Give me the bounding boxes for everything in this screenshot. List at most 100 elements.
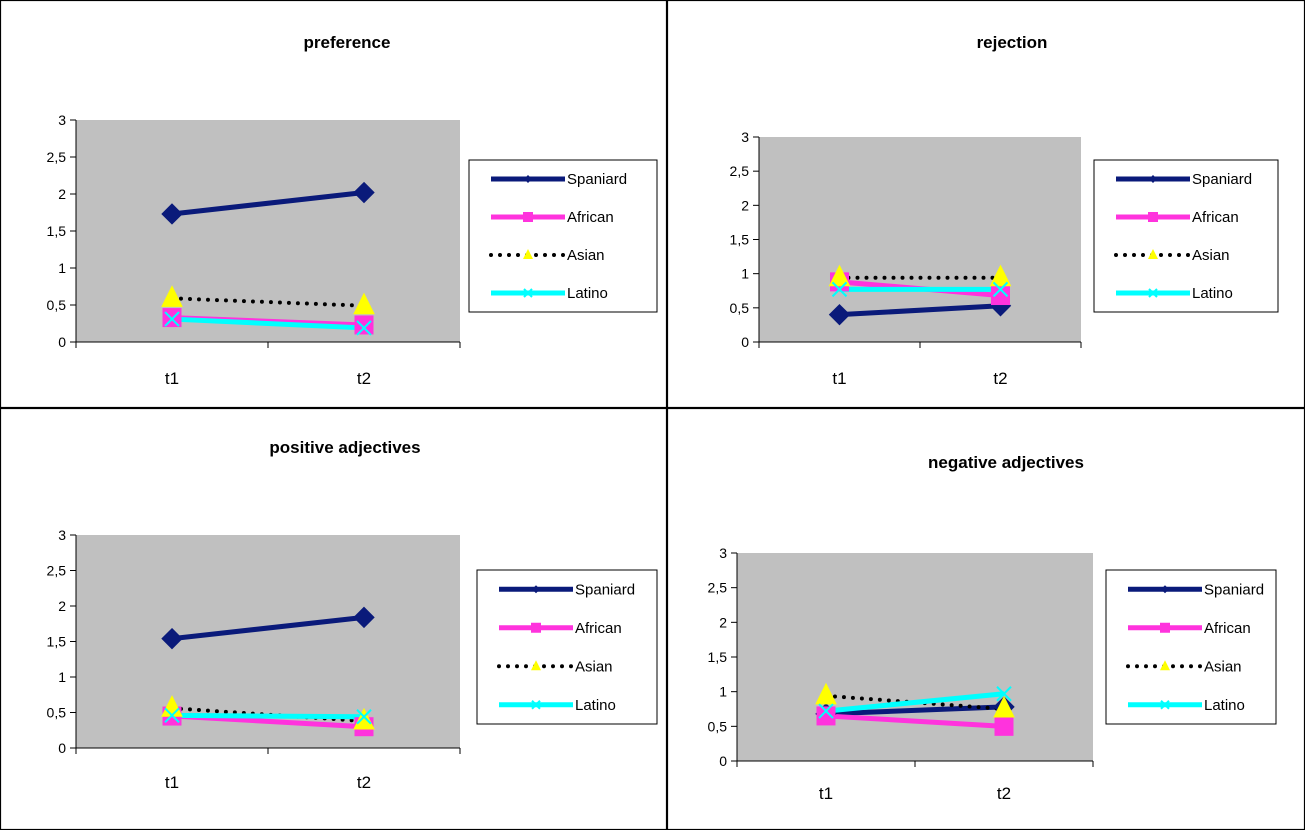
point-spaniard — [161, 627, 183, 650]
legend-label-african: African — [575, 620, 622, 637]
y-tick-label: 2,5 — [47, 563, 67, 579]
legend-label-asian: Asian — [1192, 247, 1230, 264]
y-tick-label: 2,5 — [47, 149, 67, 165]
series-line-spaniard — [171, 190, 365, 217]
point-latino — [992, 281, 1009, 298]
point-african — [994, 716, 1014, 736]
legend-marker — [531, 660, 541, 671]
point-spaniard — [161, 203, 183, 225]
series-latino — [171, 316, 365, 331]
legend: Spaniard African Asian Latino — [476, 569, 658, 725]
chart-title: negative adjectives — [928, 453, 1084, 472]
y-tick-label: 2 — [719, 614, 727, 630]
y-tick-label: 0,5 — [708, 718, 728, 734]
point-latino — [831, 281, 848, 298]
legend-marker — [524, 175, 532, 183]
series-line-spaniard — [839, 303, 1001, 318]
point-latino — [996, 686, 1012, 702]
legend-marker — [1161, 585, 1169, 594]
point-latino — [164, 707, 180, 724]
series-line-latino — [171, 712, 365, 720]
x-tick-label: t1 — [165, 773, 179, 792]
series-latino — [171, 712, 365, 720]
legend-label-latino: Latino — [1204, 697, 1245, 714]
point-latino — [356, 320, 372, 336]
series-line-spaniard — [171, 614, 365, 642]
legend-marker — [523, 212, 533, 222]
legend-box — [1105, 569, 1277, 725]
point-spaniard — [828, 303, 851, 326]
legend-marker — [1160, 622, 1170, 633]
y-tick-label: 2 — [58, 598, 66, 614]
legend-marker — [1160, 700, 1170, 710]
series-asian — [170, 296, 366, 308]
y-tick-label: 0 — [58, 740, 66, 756]
point-african — [354, 315, 374, 335]
series-line-latino — [171, 316, 365, 331]
series-spaniard — [171, 614, 365, 642]
y-tick-label: 0 — [58, 334, 66, 350]
y-tick-label: 3 — [719, 545, 727, 561]
legend-marker — [1160, 660, 1170, 671]
point-asian — [353, 707, 375, 730]
legend-box — [468, 159, 658, 313]
y-tick-label: 3 — [58, 527, 66, 543]
plot-area — [76, 535, 460, 748]
chart-title: positive adjectives — [269, 438, 420, 457]
y-tick-label: 2,5 — [730, 163, 750, 179]
legend: Spaniard African Asian Latino — [1093, 159, 1279, 313]
point-spaniard — [353, 181, 375, 204]
x-tick-label: t2 — [357, 369, 371, 388]
point-latino — [818, 703, 834, 719]
legend-label-latino: Latino — [567, 285, 608, 302]
legend-box — [1093, 159, 1279, 313]
legend-marker — [1148, 249, 1158, 259]
series-line-asian — [170, 296, 366, 308]
legend-marker — [1148, 288, 1158, 298]
legend-marker — [532, 585, 540, 594]
series-line-spaniard — [825, 704, 1005, 717]
x-tick-label: t2 — [997, 784, 1011, 803]
point-asian — [828, 264, 851, 287]
legend: Spaniard African Asian Latino — [468, 159, 658, 313]
point-asian — [353, 292, 375, 315]
point-african — [816, 706, 836, 726]
x-tick-label: t2 — [993, 369, 1007, 388]
y-tick-label: 1 — [741, 266, 749, 282]
series-line-african — [825, 713, 1005, 729]
x-tick-label: t1 — [165, 369, 179, 388]
chart-panel-0: preference 0 0,5 1 1,5 2 2,5 3 t1 t2 Spaniard Afric… — [0, 0, 667, 408]
y-tick-label: 0,5 — [47, 705, 67, 721]
y-tick-label: 2 — [741, 197, 749, 213]
point-asian — [993, 695, 1015, 718]
legend-label-latino: Latino — [575, 697, 616, 714]
y-tick-label: 3 — [58, 112, 66, 128]
series-spaniard — [825, 704, 1005, 717]
x-tick-label: t1 — [819, 784, 833, 803]
chart-title: rejection — [977, 33, 1048, 52]
legend-marker — [523, 249, 533, 259]
legend-label-latino: Latino — [1192, 285, 1233, 302]
series-african — [825, 713, 1005, 729]
y-tick-label: 3 — [741, 129, 749, 145]
legend-marker — [1149, 175, 1157, 183]
point-asian — [989, 264, 1012, 287]
legend-label-spaniard: Spaniard — [1204, 581, 1264, 598]
legend-label-asian: Asian — [575, 658, 613, 675]
legend-marker — [523, 288, 533, 298]
y-tick-label: 1,5 — [47, 223, 67, 239]
y-tick-label: 1,5 — [708, 649, 728, 665]
plot-area — [76, 120, 460, 342]
legend-label-african: African — [1204, 620, 1251, 637]
y-tick-label: 1,5 — [730, 232, 750, 248]
point-african — [162, 308, 182, 328]
legend-marker — [531, 700, 541, 710]
legend-label-asian: Asian — [1204, 658, 1242, 675]
legend-label-african: African — [567, 209, 614, 226]
chart-panel-3: negative adjectives 0 0,5 1 1,5 2 2,5 3 t1 t2 Span… — [667, 408, 1305, 830]
series-spaniard — [839, 303, 1001, 318]
x-tick-label: t1 — [832, 369, 846, 388]
legend-label-asian: Asian — [567, 247, 605, 264]
series-line-latino — [825, 691, 1005, 714]
